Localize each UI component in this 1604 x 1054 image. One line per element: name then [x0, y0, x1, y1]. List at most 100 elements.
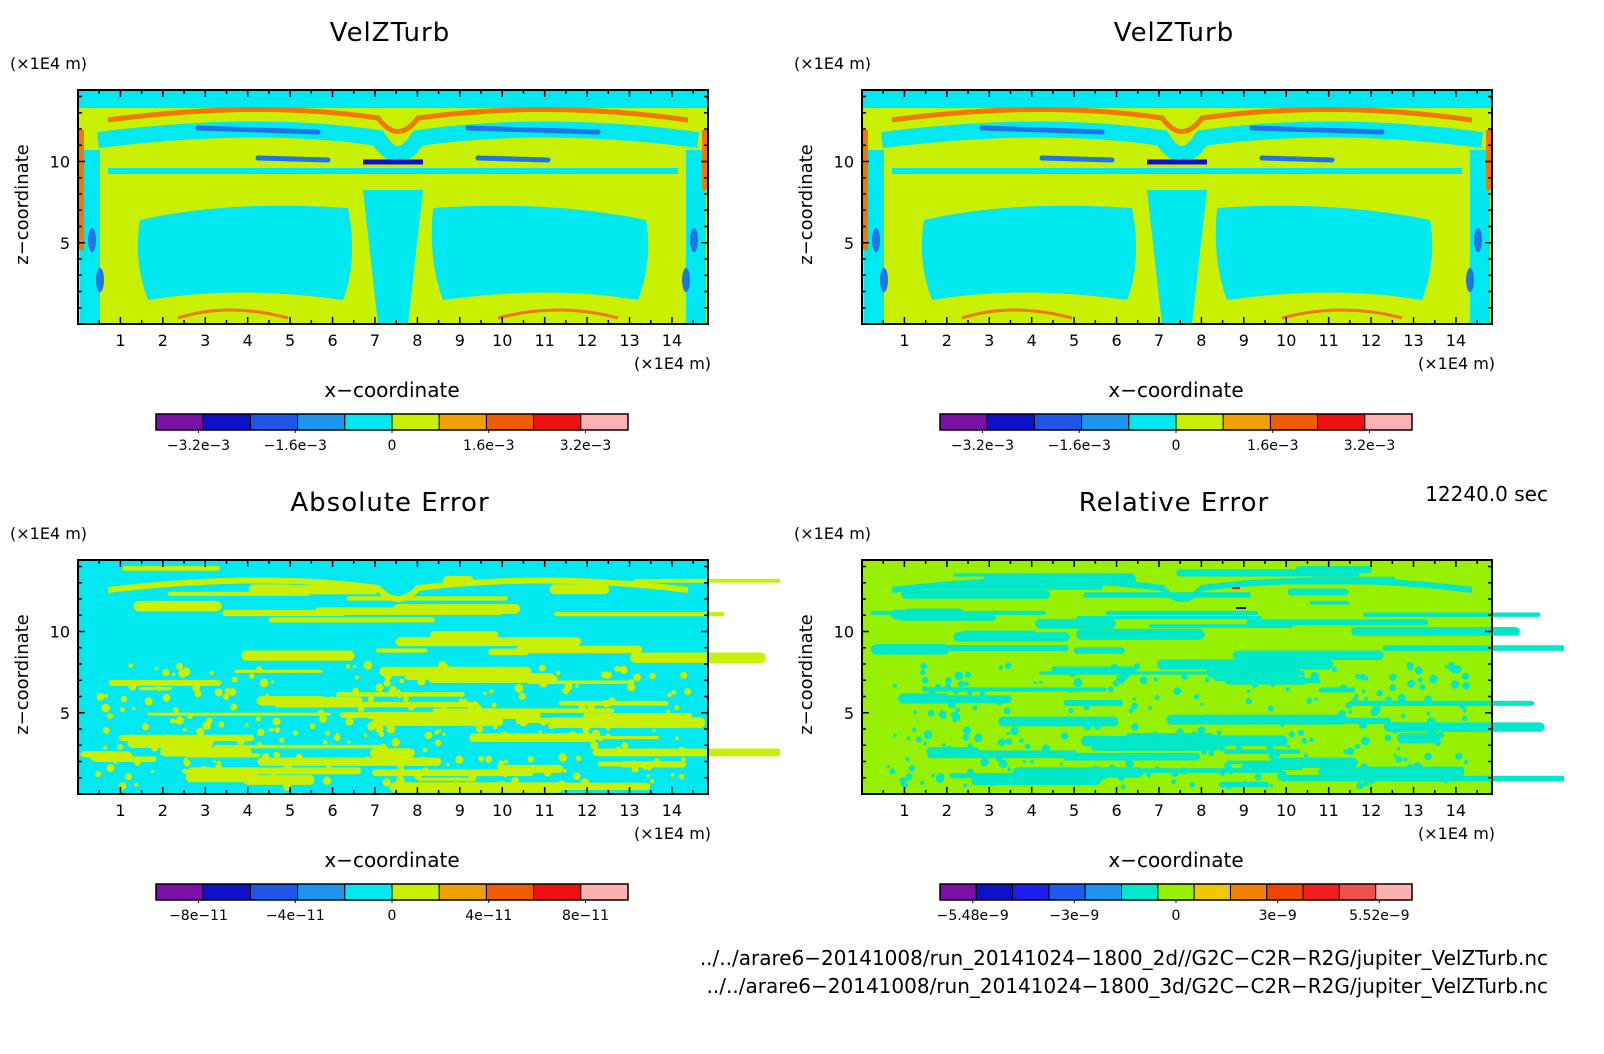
x-tick-label: 14	[662, 801, 682, 820]
field-speckle	[1022, 760, 1027, 764]
colorbar-segment	[249, 883, 299, 901]
colorbar-segment	[485, 883, 535, 901]
field-speckle	[1419, 684, 1426, 690]
field-speckle	[902, 778, 908, 783]
field-streak	[971, 776, 1101, 786]
field-speckle	[473, 721, 479, 727]
field-speckle	[1285, 687, 1290, 692]
field-speckle	[1370, 707, 1379, 717]
field-streak	[1176, 569, 1360, 577]
field-speckle	[367, 695, 375, 703]
field-speckle	[1180, 767, 1188, 775]
field-band	[78, 90, 708, 108]
field-speckle	[1132, 697, 1137, 701]
field-speckle	[134, 782, 139, 787]
field-streak	[432, 708, 615, 713]
field-speckle	[1035, 769, 1042, 777]
field-speckle	[1010, 726, 1019, 736]
field-speckle	[101, 703, 111, 713]
field-speckle	[581, 722, 591, 731]
field-speckle	[538, 664, 546, 672]
field-speckle	[1033, 681, 1037, 685]
field-speckle	[422, 747, 428, 753]
field-speckle	[1068, 708, 1074, 714]
field-speckle	[1461, 672, 1470, 681]
field-speckle	[96, 692, 105, 701]
field-speckle	[1385, 696, 1392, 703]
field-streak	[1223, 749, 1301, 754]
field-speckle	[357, 705, 365, 713]
colorbar-tick-label: −1.6e−3	[1048, 438, 1111, 454]
field-speckle	[1083, 704, 1090, 711]
field-speckle	[1368, 776, 1376, 784]
field-speckle	[1434, 739, 1441, 746]
x-tick-label: 13	[619, 331, 639, 350]
field-speckle	[587, 703, 596, 711]
field-streak	[274, 701, 374, 708]
field-speckle	[1376, 690, 1383, 697]
field-speckle	[113, 760, 118, 765]
field-speckle	[270, 680, 275, 684]
field-band	[702, 130, 708, 190]
x-unit: (×1E4 m)	[634, 354, 712, 373]
field-streak	[1148, 624, 1293, 628]
x-tick-label: 14	[662, 331, 682, 350]
field-layer	[78, 560, 780, 794]
field-speckle	[1030, 759, 1034, 764]
field-layer	[78, 90, 708, 324]
field-speckle	[1108, 764, 1116, 772]
field-streak	[620, 761, 686, 768]
field-streak	[133, 600, 222, 612]
field-arc	[107, 577, 689, 602]
field-speckle	[455, 755, 464, 764]
field-speckle	[1297, 729, 1304, 736]
colorbar-tick-label: −8e−11	[169, 908, 228, 924]
field-streak	[241, 650, 355, 661]
field-speckle	[352, 687, 359, 694]
field-streak	[314, 607, 480, 616]
field-speckle	[939, 712, 947, 719]
field-speckle	[944, 683, 952, 691]
field-speckle	[674, 736, 680, 741]
field-streak	[899, 614, 996, 621]
field-speckle	[972, 705, 978, 711]
field-speckle	[936, 772, 945, 781]
y-tick-label: 10	[834, 153, 854, 172]
field-speckle	[245, 723, 249, 727]
field-streak	[1039, 155, 1115, 163]
field-speckle	[955, 707, 961, 713]
field-speckle	[989, 779, 997, 787]
field-speckle	[508, 674, 512, 678]
field-speckle	[1338, 710, 1347, 719]
field-arc	[107, 106, 689, 134]
field-speckle	[931, 773, 935, 778]
x-tick-label: 9	[455, 331, 465, 350]
x-tick-label: 6	[327, 331, 337, 350]
field-speckle	[120, 707, 125, 713]
field-speckle	[1459, 701, 1467, 710]
field-speckle	[1191, 730, 1197, 737]
field-speckle	[102, 727, 110, 734]
field-speckle	[670, 772, 675, 778]
field-streak	[1318, 687, 1355, 693]
field-speckle	[1024, 743, 1031, 750]
x-tick-label: 14	[1446, 331, 1466, 350]
field-speckle	[963, 783, 968, 788]
colorbar: −5.48e−9 −3e−9 0 3e−9 5.52e−9	[937, 883, 1413, 924]
field-streak	[1148, 735, 1288, 747]
field-speckle	[256, 741, 262, 748]
field-speckle	[1339, 684, 1348, 692]
field-streak	[1105, 610, 1259, 616]
field-speckle	[1461, 715, 1468, 722]
field-speckle	[345, 664, 351, 669]
field-speckle	[1252, 682, 1258, 689]
field-speckle	[475, 782, 481, 788]
colorbar-segment	[1033, 413, 1083, 431]
field-speckle	[1309, 737, 1314, 742]
field-speckle	[1345, 702, 1353, 709]
field-speckle	[279, 737, 285, 743]
field-speckle	[1352, 696, 1358, 703]
field-speckle	[424, 731, 433, 740]
field-speckle	[255, 716, 262, 722]
